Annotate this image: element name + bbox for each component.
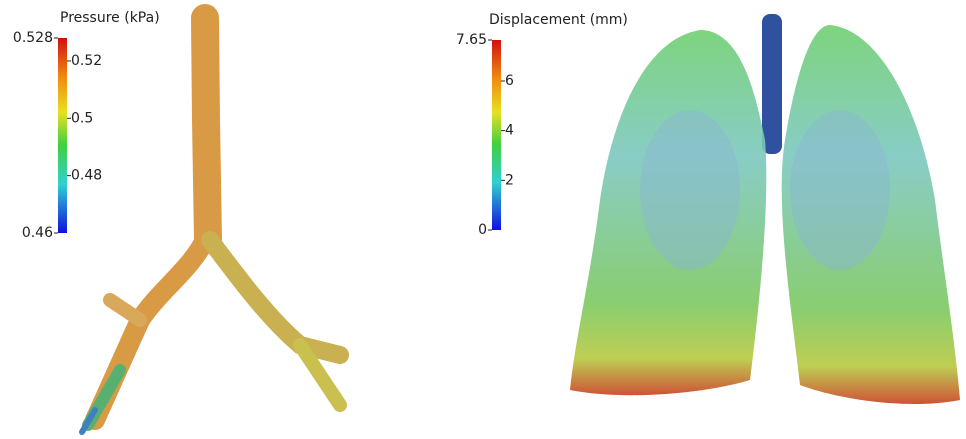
colorbar-tick-label: 0.528 [13,30,53,46]
colorbar-tick-label: 0 [478,222,487,238]
lung-model [570,14,960,405]
colorbar [492,40,501,230]
colorbar-tick-label: 6 [505,73,514,89]
colorbar-tick-label: 0.5 [71,110,93,126]
colorbar-title: Pressure (kPa) [60,10,160,26]
colorbar-tick-label: 4 [505,123,514,139]
airway-model [79,4,349,435]
colorbar [58,38,67,233]
colorbar-title: Displacement (mm) [489,12,628,28]
colorbar-tick-label: 2 [505,172,514,188]
colorbar-tick-label: 0.52 [71,53,102,69]
colorbar-tick-label: 0.48 [71,168,102,184]
colorbar-tick-label: 7.65 [456,32,487,48]
colorbar-tick-label: 0.46 [22,225,53,241]
